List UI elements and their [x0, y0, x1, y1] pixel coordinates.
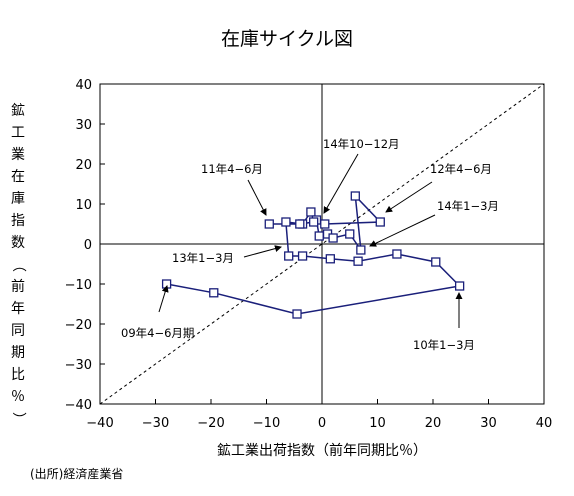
annotation-label: 14年1−3月: [437, 199, 499, 213]
annotation-label: 14年10−12月: [323, 137, 400, 151]
annotation-label: 13年1−3月: [172, 251, 234, 265]
data-point-marker: [320, 219, 330, 229]
y-axis-label-char: 指: [11, 213, 25, 229]
y-axis-label-char: 数: [11, 235, 25, 251]
y-tick-label: −20: [65, 318, 92, 333]
x-tick-label: 10: [369, 416, 386, 431]
y-tick-label: 40: [75, 78, 92, 93]
y-axis-label-char: 在: [11, 169, 25, 185]
x-tick-label: 40: [536, 416, 553, 431]
x-axis-label: 鉱工業出荷指数（前年同期比％）: [217, 443, 427, 459]
data-point-marker: [328, 233, 338, 243]
data-point-marker: [353, 256, 363, 266]
y-tick-label: 10: [75, 198, 92, 213]
data-point-marker: [209, 288, 219, 298]
annotation-arrow: [385, 181, 433, 213]
x-tick-label: −10: [253, 416, 280, 431]
y-axis-label-char: 業: [11, 147, 25, 163]
y-axis-label-char: 期: [11, 345, 25, 361]
x-tick-label: 0: [318, 416, 326, 431]
data-point-marker: [375, 217, 385, 227]
data-point-marker: [281, 217, 291, 227]
x-tick-label: 30: [480, 416, 497, 431]
y-tick-label: 0: [84, 238, 92, 253]
annotation-label: 12年4−6月: [430, 162, 492, 176]
y-axis-label-char: 工: [11, 125, 25, 141]
y-tick-label: −10: [65, 278, 92, 293]
annotation-label: 11年4−6月: [201, 162, 263, 176]
annotation-arrow: [158, 285, 169, 313]
data-point-marker: [309, 217, 319, 227]
y-axis-label-char: ％: [11, 389, 25, 405]
annotation-arrow: [323, 153, 359, 214]
source-note: (出所)経済産業省: [30, 467, 124, 481]
data-point-marker: [350, 191, 360, 201]
x-tick-label: 20: [425, 416, 442, 431]
chart-title: 在庫サイクル図: [220, 28, 354, 50]
y-tick-label: 20: [75, 158, 92, 173]
x-tick-label: −20: [197, 416, 224, 431]
y-tick-label: −30: [65, 358, 92, 373]
data-point-marker: [264, 219, 274, 229]
data-point-marker: [292, 309, 302, 319]
data-point-marker: [392, 249, 402, 259]
data-point-marker: [306, 207, 316, 217]
data-point-marker: [356, 245, 366, 255]
data-point-marker: [314, 231, 324, 241]
data-point-marker: [431, 257, 441, 267]
annotation-arrow: [247, 179, 267, 216]
x-tick-label: −40: [86, 416, 113, 431]
annotation-label: 10年1−3月: [413, 338, 475, 352]
y-axis-label-char: 鉱: [11, 103, 25, 119]
data-point-marker: [345, 229, 355, 239]
y-axis-label-char: 比: [11, 367, 25, 383]
y-tick-label: −40: [65, 398, 92, 413]
annotation-arrow: [243, 245, 282, 258]
y-axis-label: 鉱工業在庫指数（前年同期比％）: [6, 100, 30, 430]
annotation-arrow: [369, 214, 436, 247]
y-axis-label-char: 同: [11, 323, 25, 339]
y-axis-label-char: 庫: [11, 191, 25, 207]
diagonal-reference-line: [99, 83, 545, 405]
data-point-marker: [297, 251, 308, 261]
y-axis-label-char: 前: [11, 279, 25, 295]
annotation-label: 09年4−6月期: [121, 326, 194, 340]
x-tick-label: −30: [142, 416, 169, 431]
data-point-marker: [454, 281, 465, 291]
data-point-marker: [284, 251, 294, 261]
y-axis-label-char: 年: [11, 301, 25, 317]
data-point-marker: [325, 254, 335, 264]
data-point-marker: [295, 219, 305, 229]
y-tick-label: 30: [75, 118, 92, 133]
